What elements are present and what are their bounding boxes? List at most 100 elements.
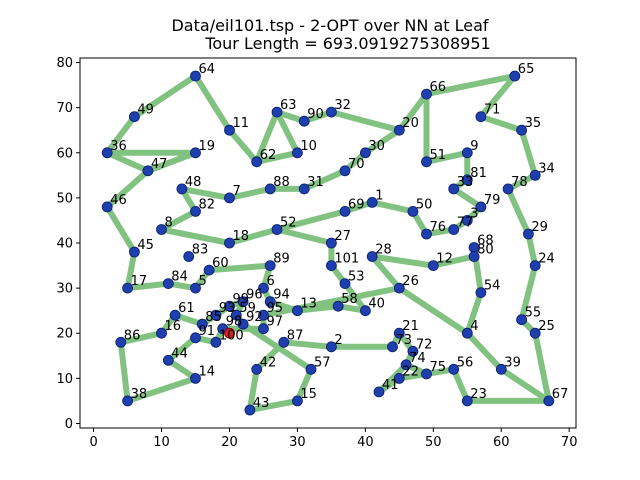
city-point-99 xyxy=(224,300,235,312)
city-point-63 xyxy=(271,106,283,118)
city-label-75: 75 xyxy=(430,360,447,375)
city-label-62: 62 xyxy=(260,148,277,163)
x-tick-label: 30 xyxy=(289,435,306,450)
city-point-15 xyxy=(291,395,303,407)
city-point-2 xyxy=(325,341,337,353)
city-point-64 xyxy=(190,70,201,82)
city-label-90: 90 xyxy=(307,107,324,122)
city-point-101 xyxy=(325,260,337,272)
tour-path-segment xyxy=(396,285,471,337)
city-label-17: 17 xyxy=(131,274,148,289)
city-point-80 xyxy=(468,251,480,262)
city-point-29 xyxy=(523,228,534,240)
city-label-19: 19 xyxy=(199,139,216,154)
y-tick-label: 20 xyxy=(56,327,73,342)
city-point-92 xyxy=(237,318,249,330)
city-point-31 xyxy=(298,183,310,195)
city-label-95: 95 xyxy=(267,301,284,316)
tour-path-segment xyxy=(144,149,199,174)
city-point-74 xyxy=(400,359,412,371)
city-label-60: 60 xyxy=(212,256,229,271)
city-label-94: 94 xyxy=(273,288,290,303)
city-label-41: 41 xyxy=(382,378,399,393)
y-tick-label: 10 xyxy=(56,372,73,387)
city-label-71: 71 xyxy=(484,103,501,118)
city-label-32: 32 xyxy=(334,98,351,113)
city-label-3: 3 xyxy=(470,206,478,221)
city-label-6: 6 xyxy=(267,274,275,289)
city-point-56 xyxy=(448,363,460,375)
city-label-49: 49 xyxy=(137,103,154,118)
city-label-4: 4 xyxy=(470,319,478,334)
city-point-19 xyxy=(190,147,201,159)
city-point-1 xyxy=(366,196,378,208)
city-point-52 xyxy=(271,224,283,235)
city-label-12: 12 xyxy=(436,252,453,267)
city-point-45 xyxy=(128,246,140,258)
city-label-74: 74 xyxy=(409,351,426,366)
city-point-60 xyxy=(203,264,215,276)
city-label-56: 56 xyxy=(457,355,474,370)
city-point-6 xyxy=(258,282,269,294)
city-point-51 xyxy=(421,156,432,168)
city-label-99: 99 xyxy=(233,292,250,307)
city-label-52: 52 xyxy=(280,216,297,231)
city-label-47: 47 xyxy=(151,157,168,172)
city-point-27 xyxy=(325,237,337,249)
city-label-21: 21 xyxy=(402,319,419,334)
city-point-94 xyxy=(264,296,276,308)
city-point-12 xyxy=(427,260,439,272)
city-point-30 xyxy=(359,147,371,159)
city-point-20 xyxy=(393,124,405,136)
city-point-53 xyxy=(339,278,351,290)
city-label-29: 29 xyxy=(531,220,548,235)
city-point-89 xyxy=(264,260,276,272)
city-point-34 xyxy=(529,169,541,181)
city-label-26: 26 xyxy=(402,274,419,289)
city-label-72: 72 xyxy=(416,337,433,352)
city-point-70 xyxy=(339,165,351,177)
city-label-100: 100 xyxy=(219,328,244,343)
city-label-82: 82 xyxy=(199,197,216,212)
y-tick-label: 0 xyxy=(65,417,73,432)
city-point-32 xyxy=(325,106,337,118)
city-point-7 xyxy=(224,192,235,204)
y-tick-label: 60 xyxy=(56,146,73,161)
city-label-14: 14 xyxy=(199,364,216,379)
x-axis-ticks: 0 10 20 30 40 50 60 70 xyxy=(89,428,577,450)
city-point-61 xyxy=(169,309,181,321)
city-point-39 xyxy=(495,363,507,375)
city-point-24 xyxy=(529,260,541,272)
city-label-70: 70 xyxy=(348,157,365,172)
city-point-14 xyxy=(190,372,201,384)
city-point-85 xyxy=(196,318,208,330)
city-label-8: 8 xyxy=(165,216,173,231)
city-label-92: 92 xyxy=(246,310,263,325)
city-label-65: 65 xyxy=(518,62,535,77)
city-point-95 xyxy=(258,309,269,321)
city-label-20: 20 xyxy=(402,116,419,131)
city-point-3 xyxy=(461,214,473,226)
city-label-45: 45 xyxy=(137,238,154,253)
city-point-87 xyxy=(278,336,290,348)
city-label-101: 101 xyxy=(334,252,359,267)
city-label-44: 44 xyxy=(171,346,188,361)
city-label-73: 73 xyxy=(396,333,413,348)
city-label-22: 22 xyxy=(402,364,419,379)
city-point-78 xyxy=(502,183,514,195)
city-label-27: 27 xyxy=(334,229,351,244)
city-label-93: 93 xyxy=(219,301,236,316)
city-point-83 xyxy=(183,251,195,262)
city-point-8 xyxy=(156,224,167,235)
city-label-13: 13 xyxy=(300,297,317,312)
city-point-88 xyxy=(264,183,276,195)
city-label-51: 51 xyxy=(430,148,447,163)
city-label-28: 28 xyxy=(375,243,392,258)
city-point-42 xyxy=(251,363,263,375)
city-label-68: 68 xyxy=(477,234,494,249)
tour-path-main xyxy=(104,73,403,314)
city-label-77: 77 xyxy=(457,216,474,231)
city-point-62 xyxy=(251,156,263,168)
